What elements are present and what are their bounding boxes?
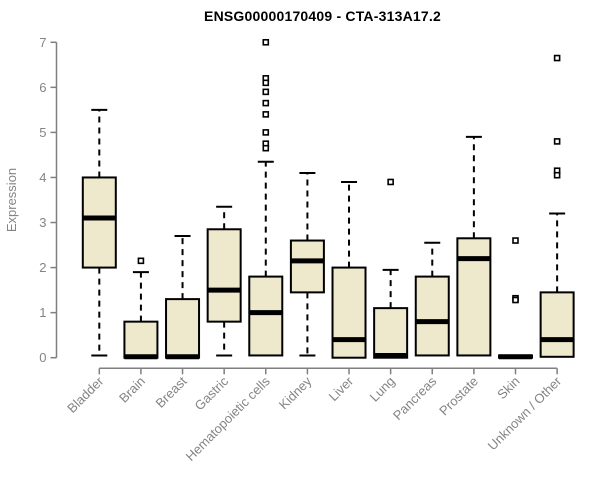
box-liver: [331, 266, 367, 359]
outlier-point-hematopoietic-cells: [262, 99, 270, 107]
x-category-label: Breast: [152, 373, 189, 410]
chart-title: ENSG00000170409 - CTA-313A17.2: [204, 8, 441, 24]
y-tick-label: 2: [39, 260, 46, 275]
outlier-point-lung: [387, 178, 394, 186]
box-brain: [123, 320, 159, 359]
y-tick-label: 5: [39, 125, 46, 140]
x-category-label: Bladder: [64, 373, 107, 416]
y-tick-label: 7: [39, 35, 46, 50]
box-kidney: [289, 239, 325, 294]
y-tick-label: 4: [39, 170, 46, 185]
outlier-point-brain: [137, 257, 145, 265]
y-tick-label: 0: [39, 350, 46, 365]
outlier-point-unknown-other: [553, 138, 561, 145]
y-tick-label: 6: [39, 80, 46, 95]
box-pancreas: [414, 275, 450, 357]
x-category-label: Brain: [116, 374, 148, 406]
x-category-label: Skin: [494, 374, 522, 402]
y-tick-label: 1: [39, 305, 46, 320]
outlier-point-unknown-other: [553, 54, 561, 62]
outlier-point-hematopoietic-cells: [262, 38, 270, 46]
outlier-point-skin: [512, 296, 519, 304]
x-category-label: Gastric: [192, 373, 232, 413]
box-lung: [373, 307, 409, 359]
box-unknown-other: [539, 291, 575, 358]
outlier-point-hematopoietic-cells: [262, 88, 270, 96]
box-hematopoietic-cells: [248, 275, 284, 357]
x-category-label: Pancreas: [390, 373, 440, 423]
outlier-point-unknown-other: [553, 171, 561, 179]
x-category-label: Unknown / Other: [485, 373, 565, 453]
outlier-point-hematopoietic-cells: [262, 144, 270, 152]
outlier-point-hematopoietic-cells: [262, 111, 270, 118]
x-category-label: Lung: [367, 374, 398, 405]
y-tick-label: 3: [39, 215, 46, 230]
outlier-point-hematopoietic-cells: [262, 129, 270, 136]
box-gastric: [206, 228, 242, 323]
outlier-point-hematopoietic-cells: [262, 79, 270, 87]
x-category-label: Kidney: [276, 373, 315, 412]
box-prostate: [456, 237, 492, 357]
x-category-label: Prostate: [436, 374, 481, 419]
box-breast: [165, 298, 201, 359]
outlier-point-skin: [512, 237, 519, 244]
box-bladder: [81, 176, 117, 269]
x-category-label: Liver: [326, 373, 357, 404]
